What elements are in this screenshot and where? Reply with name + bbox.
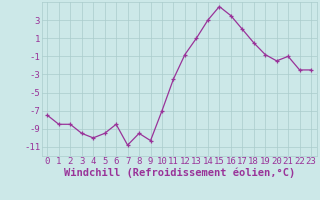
X-axis label: Windchill (Refroidissement éolien,°C): Windchill (Refroidissement éolien,°C) [64, 168, 295, 178]
